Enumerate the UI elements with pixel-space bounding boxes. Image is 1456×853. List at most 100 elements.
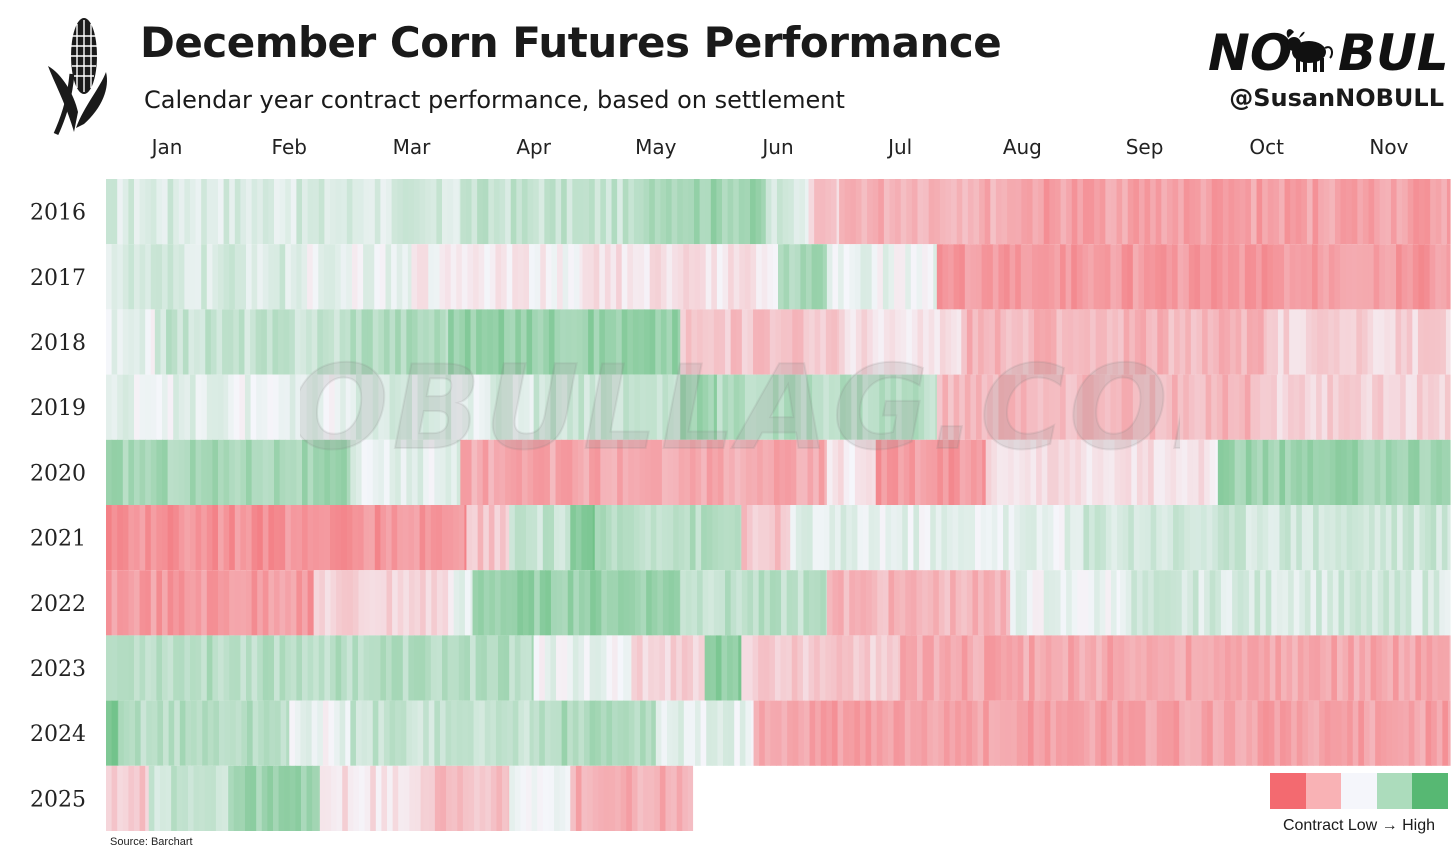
heatmap-cell [820,570,827,636]
heatmap-cell [1180,635,1187,701]
heatmap-cell [935,505,943,571]
heatmap-cell [1405,374,1412,440]
y-tick-label: 2020 [30,461,86,486]
heatmap-cell [600,700,608,766]
heatmap-cell [1311,309,1318,375]
heatmap-cell [676,765,683,831]
y-tick-label: 2021 [30,527,86,552]
heatmap-cell [134,570,141,636]
heatmap-cell [1065,244,1072,310]
heatmap-cell [903,439,910,505]
heatmap-cell [830,179,838,245]
heatmap-cell [434,765,442,831]
heatmap-cell [914,439,922,505]
heatmap-cell [213,700,220,766]
heatmap-cell [335,244,342,310]
heatmap-cell [1289,309,1296,375]
heatmap-cell [840,505,847,571]
heatmap-cell [1174,635,1181,701]
heatmap-cell [571,309,578,375]
heatmap-cell [590,570,597,636]
heatmap-cell [1056,309,1063,375]
heatmap-cell [673,439,680,505]
heatmap-cell [300,700,307,766]
heatmap-cell [156,635,163,701]
heatmap-cell [1006,570,1011,636]
heatmap-cell [739,700,747,766]
heatmap-cell [617,700,624,766]
heatmap-cell [218,244,225,310]
heatmap-cell [549,179,557,245]
heatmap-cell [503,635,510,701]
heatmap-cell [1151,700,1158,766]
heatmap-cell [481,309,488,375]
heatmap-cell [768,439,775,505]
heatmap-cell [428,374,435,440]
heatmap-cell [632,309,640,375]
heatmap-cell [190,505,197,571]
heatmap-cell [1080,439,1088,505]
heatmap-cell [229,179,236,245]
heatmap-cell [506,244,513,310]
heatmap-cell [1323,179,1330,245]
heatmap-cell [937,439,944,505]
heatmap-cell [467,700,475,766]
heatmap-cell [156,439,163,505]
heatmap-cell [883,179,891,245]
heatmap-cell [666,179,673,245]
heatmap-cell [761,244,768,310]
heatmap-cell [789,374,796,440]
heatmap-cell [363,635,370,701]
heatmap-cell [917,179,924,245]
heatmap-cell [428,309,435,375]
heatmap-cell [392,765,399,831]
heatmap-cell [380,179,387,245]
heatmap-cell [1436,439,1443,505]
heatmap-cell [150,374,157,440]
heatmap-cell [529,700,535,766]
heatmap-cell [907,505,915,571]
heatmap-cell [174,700,181,766]
heatmap-cell [445,439,452,505]
heatmap-cell [317,309,324,375]
heatmap-cell [328,700,335,766]
heatmap-cell [901,374,908,440]
heatmap-cell [420,765,425,831]
heatmap-cell [471,179,478,245]
heatmap-cell [622,505,629,571]
heatmap-cell [966,309,974,375]
heatmap-cell [694,244,701,310]
heatmap-cell [684,439,691,505]
heatmap-cell [184,439,191,505]
heatmap-cell [982,439,987,505]
heatmap-cell [922,244,929,310]
heatmap-cell [257,570,264,636]
heatmap-cell [359,765,366,831]
heatmap-cell [1217,439,1225,505]
heatmap-cell [561,439,568,505]
heatmap-cell [1213,309,1220,375]
heatmap-cell [1120,570,1127,636]
heatmap-cell [516,179,523,245]
heatmap-cell [1177,244,1184,310]
heatmap-cell [584,374,591,440]
heatmap-cell [548,309,556,375]
heatmap-cell [445,700,452,766]
heatmap-cell [122,309,129,375]
heatmap-cell [1048,244,1056,310]
heatmap-cell [383,374,391,440]
heatmap-cell [507,700,514,766]
heatmap-cell [796,439,803,505]
heatmap-cell [296,570,303,636]
heatmap-cell [201,570,208,636]
heatmap-cell [617,635,624,701]
heatmap-cell [1361,309,1369,375]
heatmap-cell [572,439,579,505]
heatmap-cell [984,179,991,245]
heatmap-cell [575,505,583,571]
heatmap-cell [774,635,782,701]
heatmap-cell [370,765,377,831]
heatmap-cell [942,374,949,440]
heatmap-cell [1134,700,1141,766]
heatmap-cell [1105,570,1112,636]
